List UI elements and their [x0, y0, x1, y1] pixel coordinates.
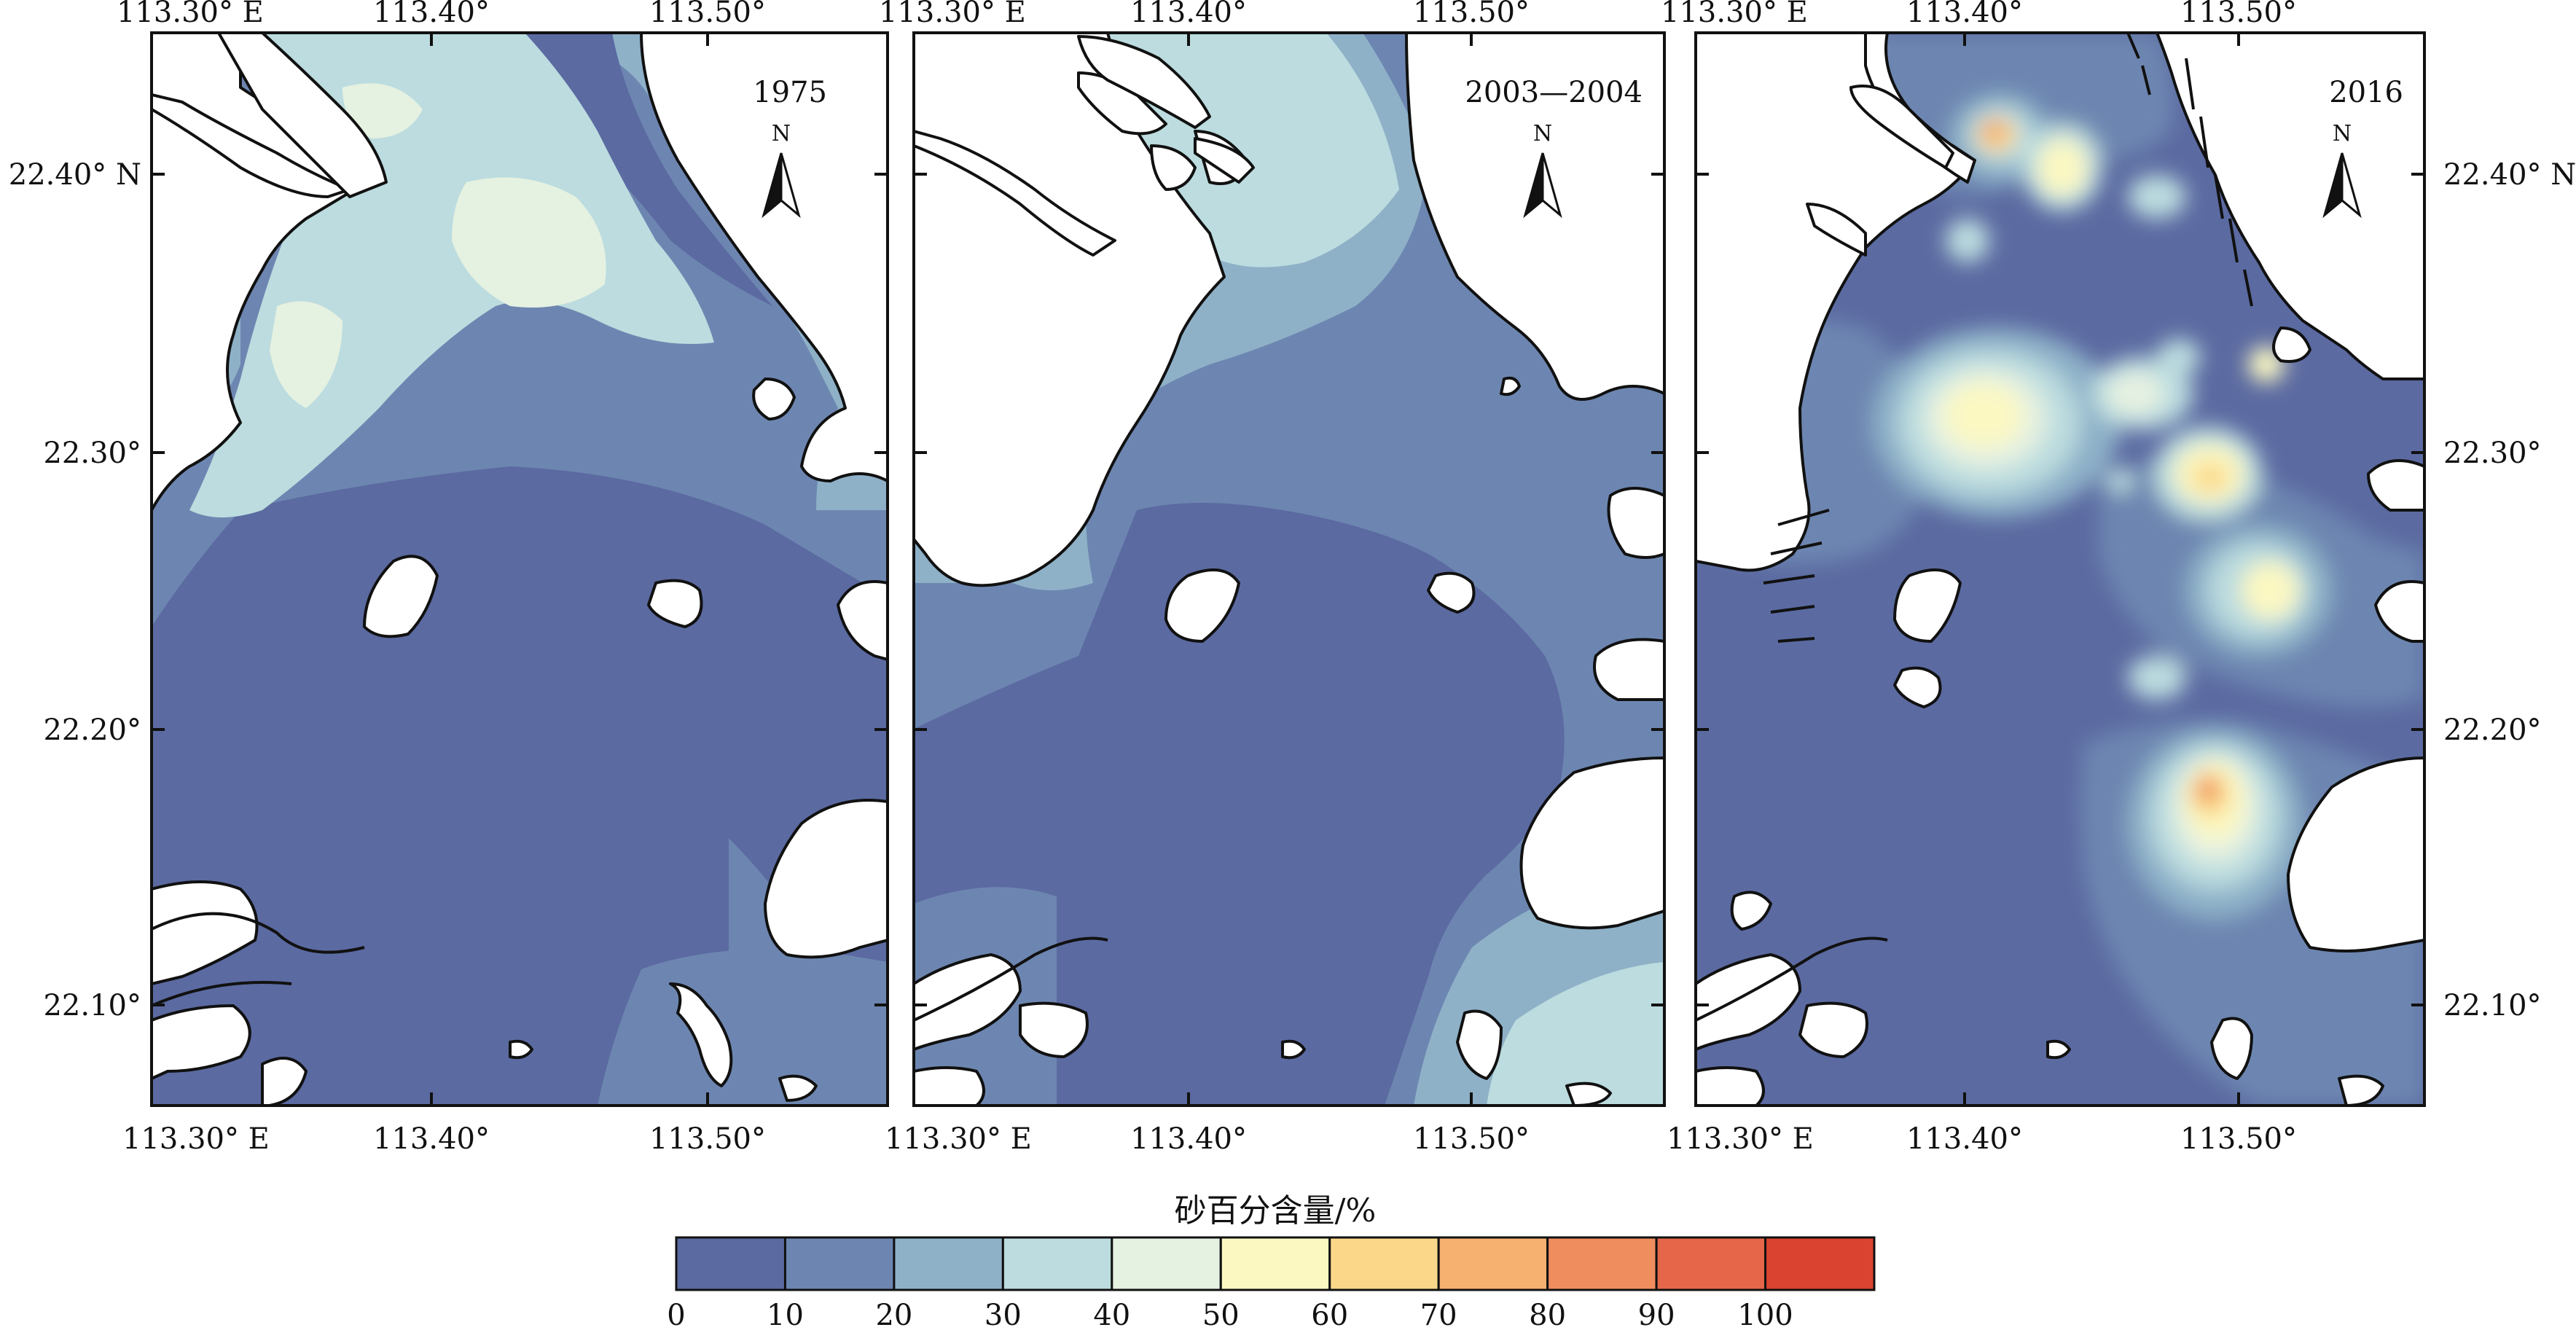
top-tick-label: 113.50°	[649, 0, 766, 29]
channels-1975	[152, 912, 365, 1007]
sand-content-field-2003-2004	[914, 33, 1664, 1106]
legend-tick-label: 60	[1311, 1299, 1348, 1327]
map-frame-2016	[1694, 31, 2426, 1107]
bottom-tick-label: 113.40°	[1130, 1122, 1247, 1156]
annotations: 1975 N 113.30° E 113.40° 113.50° 113.30° E 113…	[9, 0, 2576, 1156]
bottom-tick-label: 113.30° E	[122, 1122, 270, 1156]
bottom-tick-label: 113.40°	[1906, 1122, 2023, 1156]
legend-tick-label: 50	[1202, 1299, 1240, 1327]
north-arrow-right-half	[1541, 152, 1562, 219]
bottom-tick-label: 113.30° E	[1667, 1122, 1814, 1156]
channels-2003-2004	[914, 936, 1108, 1022]
north-arrow-right-half	[780, 152, 801, 219]
panel-annotations-1: 1975 N 113.30° E 113.40° 113.50° 113.30° E 113…	[9, 0, 888, 1156]
north-arrow-right-half	[2341, 152, 2362, 219]
legend-swatch	[783, 1236, 896, 1291]
bottom-tick-label: 113.40°	[373, 1122, 490, 1156]
legend-tick-label: 90	[1638, 1299, 1675, 1327]
panel-label: 2003—2004	[1465, 76, 1643, 109]
north-arrow-label: N	[1533, 121, 1552, 146]
panel-label: 1975	[753, 76, 827, 109]
legend-tick-label: 10	[767, 1299, 804, 1327]
legend-title: 砂百分含量/%	[1175, 1192, 1377, 1229]
right-tick-label: 22.40° N	[2443, 158, 2576, 192]
sand-content-field-2016	[1696, 33, 2424, 1106]
legend-tick-label: 0	[667, 1299, 685, 1327]
right-tick-label: 22.20°	[2443, 713, 2542, 747]
legend-tick-label: 80	[1529, 1299, 1566, 1327]
channels-2016	[1696, 33, 2253, 1022]
panel-label: 2016	[2329, 76, 2403, 109]
legend-swatch	[1001, 1236, 1113, 1291]
north-arrow-label: N	[772, 121, 791, 146]
left-tick-label: 22.30°	[43, 437, 141, 470]
legend-tick-label: 20	[875, 1299, 912, 1327]
top-tick-label: 113.30° E	[117, 0, 264, 29]
top-tick-label: 113.50°	[1413, 0, 1530, 29]
legend-swatch	[1764, 1236, 1876, 1291]
right-tick-label: 22.10°	[2443, 989, 2542, 1022]
legend-tick-label: 100	[1737, 1299, 1793, 1327]
bottom-tick-label: 113.30° E	[885, 1122, 1032, 1156]
legend-swatch	[1219, 1236, 1331, 1291]
map-frame-2003-2004	[912, 31, 1666, 1107]
north-arrow-label: N	[2333, 121, 2352, 146]
legend-tick-label: 30	[984, 1299, 1022, 1327]
map-panel-2003-2004	[912, 31, 1666, 1107]
bottom-tick-label: 113.50°	[2180, 1122, 2297, 1156]
map-panel-2016	[1694, 31, 2426, 1107]
left-tick-label: 22.20°	[43, 713, 141, 747]
panel-annotations-2: 2003—2004 N 113.30° E 113.40° 113.50° 113.30°…	[879, 0, 1664, 1156]
land-2003-2004	[914, 33, 1664, 1106]
bottom-tick-label: 113.50°	[649, 1122, 766, 1156]
top-tick-label: 113.30° E	[879, 0, 1026, 29]
legend: 砂百分含量/% 0 10 20 30 40 50 60 70 80 90 100	[667, 1192, 1876, 1330]
legend-swatch	[1655, 1236, 1767, 1291]
legend-swatch	[1437, 1236, 1549, 1291]
legend-swatch	[893, 1236, 1004, 1291]
right-tick-label: 22.30°	[2443, 437, 2542, 470]
left-tick-label: 22.40° N	[9, 158, 141, 192]
legend-tick-label: 70	[1420, 1299, 1457, 1327]
top-tick-label: 113.40°	[1906, 0, 2023, 29]
top-tick-label: 113.40°	[373, 0, 490, 29]
top-tick-label: 113.50°	[2180, 0, 2297, 29]
north-arrow-icon: N	[2322, 121, 2362, 219]
legend-tick-label: 40	[1093, 1299, 1130, 1327]
top-tick-label: 113.40°	[1130, 0, 1247, 29]
legend-swatch	[1111, 1236, 1222, 1291]
land-2016	[1696, 33, 2424, 1106]
legend-swatch	[1546, 1236, 1658, 1291]
legend-swatch	[1328, 1236, 1440, 1291]
north-arrow-icon: N	[1523, 121, 1562, 219]
left-tick-label: 22.10°	[43, 989, 141, 1022]
bottom-tick-label: 113.50°	[1413, 1122, 1530, 1156]
legend-swatch	[675, 1236, 786, 1291]
north-arrow-icon: N	[762, 121, 801, 219]
panel-annotations-3: 2016 N 113.30° E 113.40° 113.50° 113.30° E 113…	[1661, 0, 2576, 1156]
top-tick-label: 113.30° E	[1661, 0, 1808, 29]
land-1975	[152, 33, 888, 1106]
map-frame-1975	[150, 31, 889, 1107]
